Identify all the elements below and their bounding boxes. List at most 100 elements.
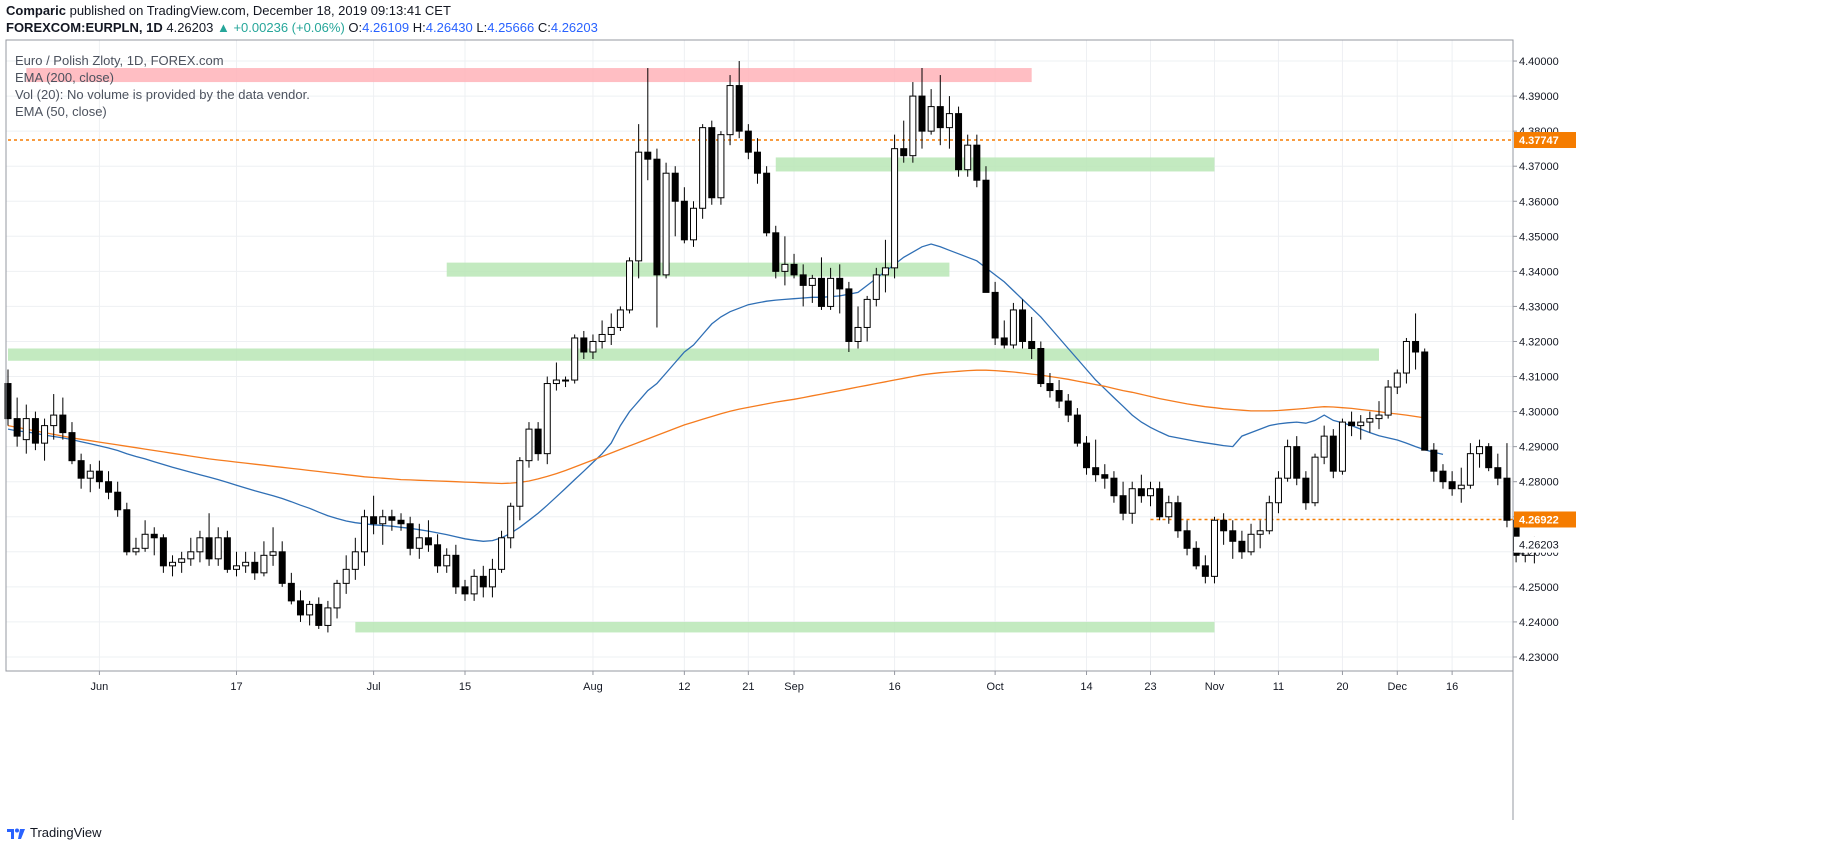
candle-up bbox=[233, 565, 240, 570]
candle-up bbox=[269, 551, 277, 556]
candle-down bbox=[817, 277, 825, 307]
x-tick-label: 14 bbox=[1080, 681, 1092, 693]
resistance-zone bbox=[26, 68, 1032, 83]
candle-down bbox=[1019, 309, 1027, 342]
candle-up bbox=[909, 95, 917, 157]
candle-up bbox=[1274, 477, 1282, 504]
x-tick-label: Nov bbox=[1205, 681, 1225, 693]
candle-down bbox=[744, 130, 752, 153]
candle-down bbox=[370, 516, 378, 525]
x-tick-label: 21 bbox=[742, 681, 754, 693]
ema-lines bbox=[7, 243, 1444, 542]
candle-down bbox=[1485, 446, 1493, 469]
candle-down bbox=[1439, 470, 1447, 483]
candle-down bbox=[278, 551, 286, 584]
author-name: Comparic bbox=[6, 3, 66, 18]
candle-down bbox=[799, 274, 807, 286]
candle-down bbox=[77, 460, 85, 479]
x-tick-label: Dec bbox=[1387, 681, 1407, 693]
candle-down bbox=[735, 85, 743, 132]
candle-up bbox=[552, 379, 560, 385]
candle-up bbox=[132, 547, 140, 553]
candle-down bbox=[1412, 340, 1420, 353]
close-label: C: bbox=[537, 20, 551, 35]
candle-down bbox=[397, 519, 405, 525]
candle-down bbox=[1293, 446, 1301, 479]
candle-up bbox=[1247, 533, 1255, 553]
candle-up bbox=[324, 607, 332, 626]
support-zone bbox=[775, 157, 1215, 172]
legend-volume[interactable]: Vol (20): No volume is provided by the d… bbox=[15, 87, 310, 102]
candle-up bbox=[507, 505, 515, 539]
high-label: H: bbox=[412, 20, 426, 35]
candle-up bbox=[525, 428, 533, 462]
tradingview-logo-icon bbox=[7, 828, 25, 839]
candle-down bbox=[1028, 340, 1036, 349]
candle-up bbox=[22, 418, 30, 441]
candle-down bbox=[534, 428, 542, 455]
candle-down bbox=[31, 418, 39, 444]
candle-up bbox=[891, 148, 899, 269]
legend-ema200[interactable]: EMA (200, close) bbox=[15, 70, 114, 85]
candle-down bbox=[836, 277, 844, 290]
legend-ema50[interactable]: EMA (50, close) bbox=[15, 104, 107, 119]
price-label-box bbox=[1514, 511, 1576, 528]
candle-up bbox=[589, 340, 597, 353]
legend-symbol[interactable]: Euro / Polish Zloty, 1D, FOREX.com bbox=[15, 53, 224, 68]
x-tick-label: 15 bbox=[459, 681, 471, 693]
candle-up bbox=[1457, 484, 1465, 490]
candle-up bbox=[726, 85, 734, 136]
open-value: 4.26109 bbox=[362, 20, 410, 35]
close-value: 4.26203 bbox=[550, 20, 598, 35]
candle-up bbox=[598, 333, 606, 342]
low-value: 4.25666 bbox=[487, 20, 535, 35]
candle-down bbox=[644, 151, 652, 160]
candle-down bbox=[1192, 547, 1200, 567]
candle-up bbox=[1476, 446, 1484, 455]
candle-down bbox=[1430, 449, 1438, 472]
candle-down bbox=[955, 113, 963, 171]
candles bbox=[4, 61, 1538, 633]
y-tick-label: 4.24000 bbox=[1519, 617, 1559, 629]
candle-up bbox=[1256, 530, 1264, 535]
candle-down bbox=[1137, 488, 1145, 497]
x-tick-label: Sep bbox=[784, 681, 804, 693]
candle-down bbox=[708, 127, 716, 199]
x-tick-label: Oct bbox=[987, 681, 1004, 693]
candle-down bbox=[315, 603, 323, 626]
x-tick-label: 20 bbox=[1336, 681, 1348, 693]
candle-up bbox=[169, 561, 177, 567]
x-tick-label: Jul bbox=[367, 681, 381, 693]
level-lines bbox=[8, 139, 1513, 521]
candle-up bbox=[260, 554, 268, 574]
candle-up bbox=[470, 575, 478, 595]
candle-down bbox=[1037, 347, 1045, 385]
candle-down bbox=[287, 582, 295, 602]
ema50-line bbox=[7, 243, 1444, 542]
candle-down bbox=[991, 291, 999, 339]
tradingview-footer[interactable]: TradingView bbox=[6, 825, 102, 840]
candle-down bbox=[1503, 477, 1511, 521]
candle-down bbox=[388, 516, 396, 521]
candle-down bbox=[424, 537, 432, 546]
candle-down bbox=[1229, 530, 1237, 542]
y-tick-label: 4.34000 bbox=[1519, 266, 1559, 278]
candle-down bbox=[123, 509, 131, 553]
candle-down bbox=[1046, 383, 1054, 392]
candle-up bbox=[690, 207, 697, 241]
candle-down bbox=[223, 537, 231, 570]
x-tick-label: Jun bbox=[91, 681, 109, 693]
candle-down bbox=[1494, 467, 1502, 479]
candle-down bbox=[1329, 435, 1337, 472]
publish-info: Comparic published on TradingView.com, D… bbox=[6, 3, 451, 19]
candle-down bbox=[1073, 414, 1081, 444]
candle-down bbox=[1064, 400, 1072, 416]
candle-down bbox=[763, 172, 771, 234]
candle-up bbox=[187, 551, 195, 560]
symbol-bar: FOREXCOM:EURPLN, 1D 4.26203 ▲ +0.00236 (… bbox=[6, 20, 598, 36]
candle-up bbox=[964, 144, 972, 171]
candle-up bbox=[1338, 421, 1346, 472]
candle-down bbox=[845, 288, 853, 342]
candle-up bbox=[808, 277, 816, 286]
